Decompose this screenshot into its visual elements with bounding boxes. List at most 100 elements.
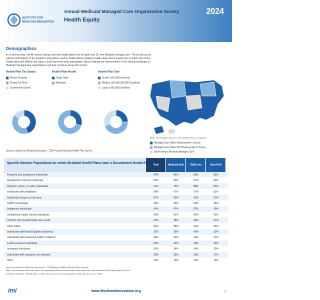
- legend-swatch: [150, 150, 153, 154]
- notes-line: member population. Health plans could se…: [6, 272, 103, 275]
- table-row: [4, 183, 228, 190]
- cell-value: 83%: [213, 185, 219, 188]
- table-row: [4, 200, 228, 207]
- cell-value: 35%: [173, 219, 179, 222]
- notes-source: Source: Institute for Medicaid Innovatio…: [6, 266, 89, 269]
- legend-swatch: [98, 86, 101, 90]
- subtitle: Health Equity: [64, 17, 101, 23]
- cell-value: 47%: [173, 208, 179, 211]
- cell-value: 24%: [173, 242, 179, 245]
- cell-value: 57%: [193, 191, 199, 194]
- cell-value: 12%: [173, 259, 179, 262]
- cell-value: 35%: [173, 225, 179, 228]
- page-number: 1: [224, 289, 226, 293]
- us-map: [149, 79, 225, 134]
- cell-value: 57%: [213, 196, 219, 199]
- legend-label: States without Medicaid Managed Care: [154, 151, 195, 154]
- cell-value: 94%: [153, 174, 159, 177]
- chart-title: Health Plan Tax Status: [6, 70, 36, 74]
- cell-value: 33%: [213, 225, 219, 228]
- legend-label: Private Nonprofit: [10, 77, 27, 80]
- year: 2024: [206, 7, 224, 16]
- logo-mark: [7, 13, 21, 27]
- footer-url: www.MedicaidInnovation.org: [90, 289, 141, 293]
- row-label: Individuals with disabilities: [7, 191, 37, 194]
- donut-slice: [57, 109, 82, 135]
- footer-logo: imi: [8, 289, 17, 295]
- row-label: Older adults: [7, 225, 21, 228]
- cell-value: 30%: [213, 231, 219, 234]
- table-row: [4, 229, 228, 235]
- row-label: Indigenous individuals: [7, 208, 32, 211]
- legend-label: Large (>500,000 Enrollees): [102, 87, 130, 90]
- cell-value: 46%: [153, 202, 159, 205]
- table-row: [4, 211, 228, 218]
- legend-swatch: [150, 141, 153, 145]
- cell-value: 68%: [153, 191, 159, 194]
- cell-value: 40%: [213, 213, 219, 216]
- cell-value: 23%: [153, 248, 159, 251]
- cell-value: 29%: [153, 236, 159, 239]
- cell-value: 57%: [193, 179, 199, 182]
- legend-label: Government-Owned: [10, 87, 31, 90]
- row-label: Pregnant and postpartum individuals: [7, 174, 48, 177]
- legend-label: Single State: [56, 77, 69, 80]
- legend-swatch: [150, 146, 153, 149]
- table-row: [4, 217, 228, 224]
- cell-value: 63%: [213, 191, 219, 194]
- row-label: Individuals with behavioral health condi…: [7, 236, 56, 239]
- cell-value: 86%: [193, 185, 199, 188]
- row-label: Racial/ethnic minority individuals: [7, 179, 44, 182]
- cell-value: 71%: [153, 185, 159, 188]
- cell-value: 29%: [193, 242, 199, 245]
- cell-value: 29%: [173, 236, 179, 239]
- table-row: [4, 223, 228, 229]
- row-label: LGBTQ individuals: [7, 202, 29, 205]
- cell-value: 17%: [213, 253, 219, 256]
- row-label: Immigrant individuals: [7, 248, 31, 251]
- table-row: [4, 172, 228, 178]
- column-header: Multi-Line: [191, 164, 203, 167]
- legend-label: Multistate: [56, 82, 67, 85]
- row-label: Children with special health care needs: [7, 219, 51, 222]
- cell-value: 59%: [173, 196, 179, 199]
- table: Specific Member Populations for which Me…: [4, 158, 228, 264]
- map-region: [185, 94, 203, 111]
- document: INSTITUTE FOR MEDICAID INNOVATION Annual…: [0, 0, 232, 295]
- legend-swatch: [52, 81, 55, 85]
- table-row: [4, 246, 228, 252]
- paragraph-line: Medicaid managed care organizations and …: [6, 64, 88, 67]
- paragraph-line: collected information on the programs an…: [6, 57, 151, 60]
- cell-value: 67%: [173, 191, 179, 194]
- cell-value: 23%: [213, 242, 219, 245]
- cell-value: 34%: [153, 225, 159, 228]
- paragraph-line: Health plans with different tax status, …: [6, 60, 150, 63]
- table-title-cell: [4, 158, 145, 172]
- map-region: [155, 95, 171, 113]
- table-row: [4, 240, 228, 247]
- cell-value: 43%: [213, 202, 219, 205]
- column-header-cell: [186, 158, 206, 172]
- map-region: [169, 79, 187, 99]
- map-region: [168, 129, 175, 134]
- cell-value: 40%: [213, 208, 219, 211]
- cell-value: 94%: [173, 179, 179, 182]
- cell-value: 43%: [193, 213, 199, 216]
- cell-value: 31%: [153, 231, 159, 234]
- title: Annual Medicaid Managed Care Organizatio…: [64, 9, 180, 14]
- table-row: [4, 257, 228, 264]
- legend-label: Medium (100,000-500,000 Enrollees): [102, 82, 140, 85]
- cell-value: 29%: [173, 231, 179, 234]
- column-header: Non-Profit: [210, 164, 221, 167]
- cell-value: 29%: [193, 208, 199, 211]
- cell-value: 20%: [153, 253, 159, 256]
- legend-label: Managed Care States NOT Represented in S…: [154, 146, 207, 149]
- row-label: Hispanic, Latino, or Latinx individuals: [7, 185, 49, 188]
- donut-slice: [103, 109, 117, 126]
- cell-value: 20%: [213, 248, 219, 251]
- header-band: [0, 0, 232, 42]
- table-row: [4, 177, 228, 184]
- row-label: Justice-involved individuals: [7, 242, 38, 245]
- map-note: Note: Percentages may not sum to 100% du…: [150, 137, 207, 140]
- paragraph: In its seventh year, the IMI survey find…: [6, 54, 152, 67]
